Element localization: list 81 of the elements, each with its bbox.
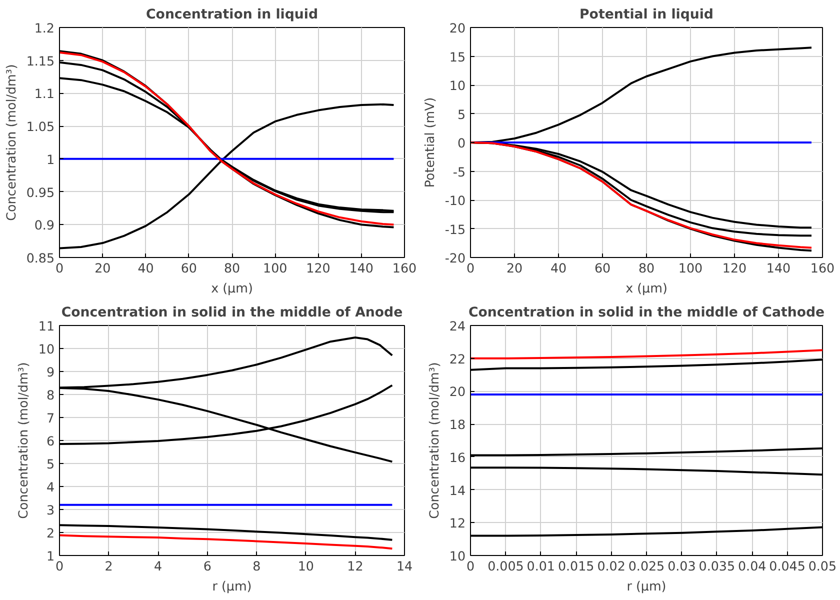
y-tick-label: 6	[46, 434, 55, 448]
y-tick-label: 8	[46, 388, 55, 402]
x-tick-label: 0.03	[668, 558, 696, 574]
chart-title: Potential in liquid	[580, 8, 714, 22]
y-tick-label: -15	[444, 222, 466, 237]
x-tick-label: 0.02	[597, 558, 626, 574]
x-axis-title: r (µm)	[626, 578, 666, 594]
y-tick-label: 7	[46, 410, 55, 426]
x-axis-title: r (µm)	[212, 578, 252, 594]
x-tick-label: 6	[203, 558, 212, 574]
x-tick-label: 4	[154, 558, 162, 574]
x-tick-label: 120	[722, 260, 747, 276]
x-tick-label: 0.025	[628, 558, 665, 574]
chart-title: Concentration in solid in the middle of Cathode	[468, 306, 825, 320]
y-tick-label: 5	[46, 456, 55, 472]
y-tick-label: 1.2	[34, 20, 55, 36]
x-tick-label: 10	[298, 558, 314, 574]
y-tick-label: 10	[38, 342, 55, 356]
y-tick-label: -10	[444, 193, 466, 208]
x-tick-label: 140	[766, 260, 791, 276]
y-tick-label: 4	[46, 480, 55, 494]
y-tick-label: 0.85	[26, 250, 55, 266]
y-axis-title: Concentration (mol/dm³)	[426, 362, 442, 519]
y-tick-label: 10	[449, 548, 466, 564]
y-axis-title: Potential (mV)	[422, 97, 437, 188]
y-axis-title: Concentration (mol/dm³)	[3, 64, 18, 221]
y-tick-label: 1.1	[34, 86, 55, 102]
x-tick-label: 0.05	[808, 558, 837, 574]
y-tick-label: 1	[46, 548, 55, 564]
chart-title: Concentration in liquid	[146, 8, 318, 22]
y-tick-label: 20	[449, 20, 466, 36]
x-axis-title: x (µm)	[211, 280, 253, 296]
x-tick-label: 40	[550, 260, 567, 276]
y-tick-label: 12	[449, 516, 466, 531]
y-tick-label: 18	[449, 417, 466, 432]
y-tick-label: 3	[46, 502, 55, 518]
x-tick-label: 12	[347, 558, 364, 574]
y-tick-label: 20	[449, 384, 466, 400]
x-tick-label: 100	[263, 260, 288, 276]
x-tick-label: 8	[252, 558, 261, 574]
y-tick-label: 1	[46, 152, 55, 167]
y-tick-label: 22	[449, 351, 466, 366]
x-tick-label: 80	[638, 260, 655, 276]
x-tick-label: 160	[392, 260, 417, 276]
x-tick-label: 0.045	[769, 558, 806, 574]
x-tick-label: 40	[138, 260, 154, 276]
x-tick-label: 0.005	[488, 558, 524, 574]
x-tick-label: 80	[224, 260, 240, 276]
x-tick-label: 0.01	[526, 558, 555, 574]
y-tick-label: 14	[449, 482, 466, 498]
y-tick-label: 5	[457, 106, 466, 122]
y-tick-label: 0.95	[26, 184, 55, 200]
y-tick-label: 24	[449, 318, 466, 334]
x-tick-label: 160	[810, 260, 835, 276]
x-tick-label: 120	[306, 260, 330, 276]
x-tick-label: 140	[349, 260, 374, 276]
x-tick-label: 20	[94, 260, 111, 276]
y-axis-title: Concentration (mol/dm³)	[15, 362, 30, 519]
y-tick-label: 0.9	[34, 218, 55, 233]
y-tick-label: 11	[38, 318, 55, 334]
chart-title: Concentration in solid in the middle of Anode	[61, 306, 403, 320]
x-tick-label: 60	[180, 260, 197, 276]
y-tick-label: 1.05	[26, 119, 55, 134]
x-tick-label: 0.04	[738, 558, 766, 574]
y-tick-label: 9	[46, 364, 55, 380]
y-tick-label: -20	[444, 250, 466, 266]
y-tick-label: 16	[449, 450, 466, 465]
x-tick-label: 0.015	[558, 558, 594, 574]
y-tick-label: 1.15	[26, 53, 55, 68]
y-tick-label: 10	[449, 78, 466, 93]
x-tick-label: 0.035	[698, 558, 736, 574]
x-tick-label: 2	[104, 558, 113, 574]
y-tick-label: 2	[46, 526, 55, 540]
y-tick-label: -5	[452, 164, 466, 180]
x-tick-label: 100	[678, 260, 703, 276]
y-tick-label: 15	[449, 49, 466, 64]
x-axis-title: x (µm)	[626, 280, 668, 296]
x-tick-label: 14	[396, 558, 413, 574]
x-tick-label: 60	[594, 260, 611, 276]
y-tick-label: 0	[457, 136, 466, 150]
x-tick-label: 20	[506, 260, 523, 276]
